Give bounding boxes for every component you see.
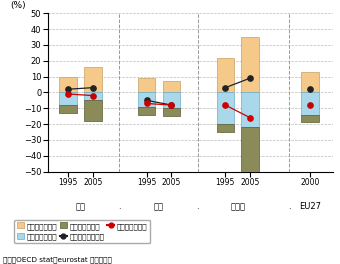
Bar <box>59 105 77 113</box>
Bar <box>59 77 77 92</box>
Legend: 輸出による誘発, 輸入による流出, 輸出の機会損失, 波及効果の自給度, 波及効果の収支: 輸出による誘発, 輸入による流出, 輸出の機会損失, 波及効果の自給度, 波及効… <box>14 220 150 243</box>
Bar <box>59 92 77 105</box>
Text: .: . <box>288 202 291 211</box>
Bar <box>138 92 155 107</box>
Text: 日本: 日本 <box>75 202 85 211</box>
Text: 米国: 米国 <box>154 202 164 211</box>
Text: ドイツ: ドイツ <box>230 202 245 211</box>
Bar <box>301 92 319 115</box>
Bar <box>84 67 102 92</box>
Bar <box>84 92 102 100</box>
Bar <box>241 92 259 127</box>
Bar <box>241 127 259 175</box>
Text: .: . <box>197 202 199 211</box>
Bar <box>217 92 234 124</box>
Bar <box>241 37 259 92</box>
Bar <box>163 81 180 92</box>
Text: .: . <box>118 202 120 211</box>
Bar <box>217 124 234 132</box>
Bar <box>217 58 234 92</box>
Bar <box>163 92 180 108</box>
Bar <box>163 108 180 116</box>
Bar <box>301 115 319 122</box>
Bar <box>84 100 102 121</box>
Text: EU27: EU27 <box>299 202 321 211</box>
Bar <box>138 107 155 115</box>
Bar <box>301 72 319 92</box>
Text: 資料：OECD stat，eurostat から作成。: 資料：OECD stat，eurostat から作成。 <box>3 256 112 263</box>
Bar <box>138 78 155 92</box>
Text: (%): (%) <box>11 1 26 10</box>
